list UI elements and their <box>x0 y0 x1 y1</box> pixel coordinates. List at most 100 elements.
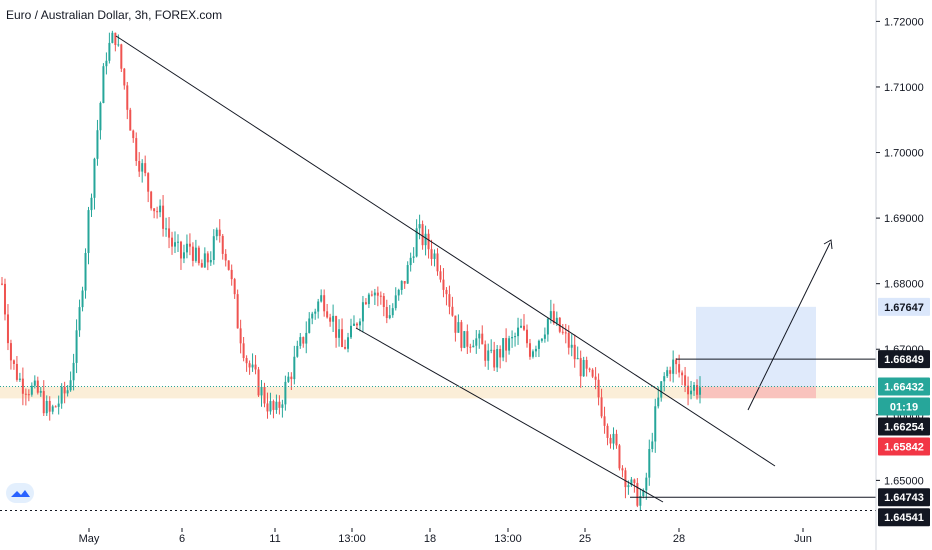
candle-body <box>397 289 400 296</box>
candle-body <box>481 333 484 345</box>
candle-body <box>185 243 188 253</box>
candle-body <box>657 397 660 407</box>
candle-body <box>117 44 120 46</box>
candle-body <box>144 163 147 174</box>
price-tag-label: 1.64541 <box>884 512 924 524</box>
candle-body <box>176 241 179 243</box>
candle-body <box>269 401 272 412</box>
candle-body <box>239 328 242 344</box>
x-tick-label: May <box>79 533 100 545</box>
candle-body <box>624 470 627 488</box>
candle-body <box>439 271 442 280</box>
candle-body <box>224 253 227 261</box>
candle-body <box>591 369 594 377</box>
candle-body <box>30 385 33 395</box>
candle-body <box>427 233 430 250</box>
projection-arrow-line <box>747 242 831 411</box>
candle-body <box>93 158 96 198</box>
candle-body <box>21 378 24 394</box>
candle-body <box>576 358 579 360</box>
candle-body <box>218 229 221 236</box>
candle-body <box>159 205 162 213</box>
candle-body <box>266 403 269 412</box>
candle-body <box>693 385 696 391</box>
candle-body <box>588 368 591 370</box>
candle-body <box>475 338 478 346</box>
candle-body <box>96 130 99 159</box>
candle-body <box>347 337 350 349</box>
candle-body <box>421 224 424 246</box>
candle-body <box>391 308 394 316</box>
x-tick-label: 28 <box>673 533 685 545</box>
candle-body <box>233 279 236 295</box>
candle-body <box>496 349 499 368</box>
candle-body <box>552 311 555 324</box>
candle-body <box>200 263 203 268</box>
candle-body <box>451 306 454 316</box>
candle-body <box>57 403 60 407</box>
candle-body <box>248 363 251 368</box>
candle-body <box>350 325 352 338</box>
price-tag <box>878 350 930 369</box>
candle-body <box>579 358 582 377</box>
candle-body <box>317 301 320 312</box>
candle-body <box>147 173 150 192</box>
candle-body <box>537 340 540 349</box>
price-axis[interactable]: 1.720001.710001.700001.690001.680001.670… <box>876 16 924 487</box>
candle-body <box>36 380 39 393</box>
candle-body <box>171 237 174 247</box>
time-axis[interactable]: May 6 11 13:00 18 13:00 25 28 Jun <box>79 528 812 545</box>
candle-body <box>373 292 376 296</box>
candle-body <box>102 66 105 103</box>
candle-body <box>469 346 472 348</box>
candle-body <box>227 260 230 270</box>
candle-body <box>182 252 185 259</box>
price-tag-label: 01:19 <box>890 401 918 413</box>
candle-body <box>424 233 427 246</box>
candle-body <box>314 311 317 314</box>
candle-body <box>114 32 117 46</box>
candle-body <box>540 338 543 341</box>
candle-body <box>382 296 385 308</box>
candle-body <box>311 313 314 319</box>
candle-body <box>648 449 651 478</box>
candle-body <box>367 294 370 305</box>
candle-body <box>543 334 546 339</box>
candle-body <box>66 390 69 394</box>
candle-body <box>412 256 415 258</box>
candle-body <box>445 289 448 295</box>
candle-body <box>466 331 469 347</box>
price-tag-label: 1.66432 <box>884 381 924 393</box>
price-tag-label: 1.64743 <box>884 492 924 504</box>
candle-body <box>633 479 636 483</box>
candle-body <box>129 109 132 131</box>
price-tag <box>878 488 930 507</box>
candle-body <box>406 265 409 284</box>
price-tags: 1.67647 1.66849 1.66432 01:19 1.66254 1.65842… <box>878 297 930 527</box>
candle-body <box>308 318 311 333</box>
price-tag-label: 1.67647 <box>884 302 924 314</box>
candle-body <box>618 445 621 469</box>
candle-body <box>87 210 90 253</box>
x-tick-label: 11 <box>269 533 280 545</box>
price-tag <box>878 397 930 416</box>
candle-body <box>99 102 102 131</box>
candle-body <box>90 197 93 211</box>
candle-body <box>525 329 528 344</box>
candle-body <box>696 385 699 395</box>
tradingview-logo[interactable] <box>6 483 34 503</box>
candle-body <box>523 325 526 330</box>
candle-body <box>341 329 344 347</box>
upper-trendline <box>115 35 776 467</box>
candle-body <box>364 302 367 305</box>
candle-body <box>72 362 75 381</box>
candle-body <box>242 343 245 359</box>
candle-body <box>666 370 669 377</box>
candle-body <box>254 364 257 370</box>
candle-body <box>338 329 341 338</box>
candle-body <box>197 247 200 264</box>
candle-body <box>409 257 412 266</box>
candle-body <box>388 315 391 319</box>
candle-body <box>358 321 361 326</box>
